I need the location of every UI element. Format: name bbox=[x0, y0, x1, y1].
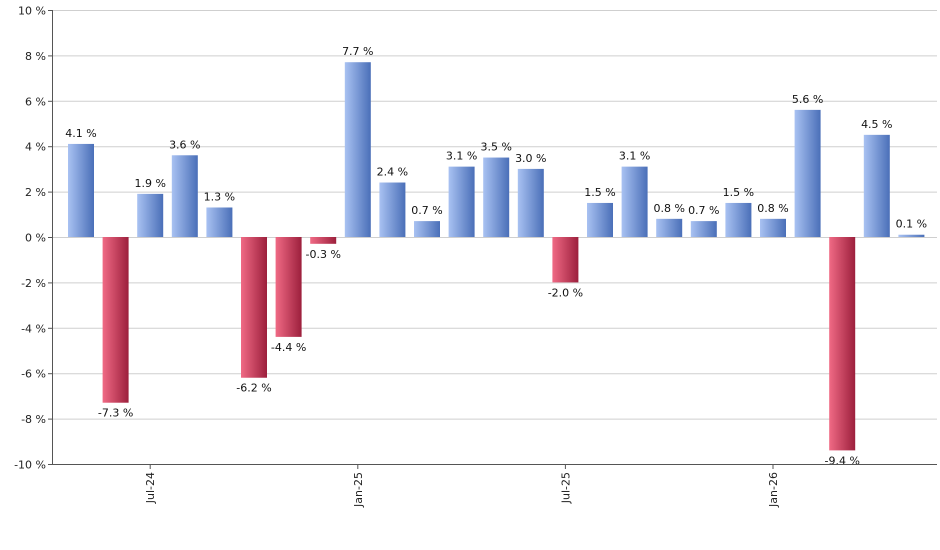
data-label: 1.9 % bbox=[134, 177, 165, 190]
bar bbox=[621, 166, 648, 237]
data-label: 3.0 % bbox=[515, 152, 546, 165]
data-label: 3.1 % bbox=[619, 150, 650, 163]
gridlines bbox=[52, 10, 937, 465]
data-label: 4.5 % bbox=[861, 118, 892, 131]
y-tick-label: 0 % bbox=[25, 232, 46, 245]
bar bbox=[448, 166, 475, 237]
bar bbox=[829, 237, 856, 451]
bar bbox=[898, 234, 925, 237]
data-label: 1.5 % bbox=[723, 186, 754, 199]
x-tick-label: Jul-24 bbox=[144, 472, 157, 504]
data-label: -0.3 % bbox=[305, 248, 340, 261]
axes: 10 % 8 % 6 % 4 % 2 % 0 % -2 % -4 % -6 % -8 % -10 %… bbox=[14, 5, 937, 508]
data-label: 0.1 % bbox=[896, 218, 927, 231]
bar bbox=[379, 182, 406, 237]
bar bbox=[656, 218, 683, 237]
bar bbox=[690, 221, 717, 237]
bar bbox=[206, 207, 233, 237]
bar bbox=[517, 168, 544, 237]
data-label: -6.2 % bbox=[236, 382, 271, 395]
x-tick-label: Jul-25 bbox=[559, 472, 572, 504]
bar bbox=[587, 202, 613, 237]
bar bbox=[760, 218, 786, 237]
bar bbox=[171, 155, 198, 237]
data-label: 2.4 % bbox=[377, 166, 408, 179]
bar bbox=[344, 62, 371, 238]
data-label: 1.3 % bbox=[204, 190, 235, 203]
data-label: -4.4 % bbox=[271, 341, 306, 354]
y-tick-label: 6 % bbox=[25, 95, 46, 108]
data-label: 0.7 % bbox=[688, 204, 719, 217]
bar bbox=[483, 157, 510, 237]
bars bbox=[68, 62, 925, 451]
data-label: 4.1 % bbox=[65, 127, 96, 140]
y-tick-label: 10 % bbox=[18, 5, 46, 18]
data-label: -7.3 % bbox=[98, 407, 133, 420]
bar bbox=[310, 237, 337, 244]
data-label: 5.6 % bbox=[792, 93, 823, 106]
data-label: -2.0 % bbox=[548, 286, 583, 299]
bar bbox=[863, 134, 890, 237]
y-tick-label: 8 % bbox=[25, 50, 46, 63]
data-labels: 4.1 % -7.3 % 1.9 % 3.6 % 1.3 % -6.2 % -4.4 % -0… bbox=[65, 45, 927, 467]
data-label: 0.8 % bbox=[653, 202, 684, 215]
data-label: 0.7 % bbox=[411, 204, 442, 217]
bar bbox=[725, 202, 752, 237]
bar bbox=[552, 237, 579, 283]
bar bbox=[794, 109, 821, 237]
y-tick-label: 2 % bbox=[25, 186, 46, 199]
y-tick-label: -4 % bbox=[21, 322, 46, 335]
data-label: 7.7 % bbox=[342, 45, 373, 58]
x-tick-label: Jan-26 bbox=[767, 472, 780, 508]
data-label: 3.5 % bbox=[480, 141, 511, 154]
data-label: 1.5 % bbox=[584, 186, 615, 199]
bar bbox=[137, 193, 164, 237]
data-label: 0.8 % bbox=[757, 202, 788, 215]
bar bbox=[414, 221, 440, 237]
y-tick-label: -10 % bbox=[14, 459, 46, 472]
bar bbox=[241, 237, 267, 378]
data-label: 3.6 % bbox=[169, 138, 200, 151]
bar bbox=[102, 237, 129, 403]
bar bbox=[275, 237, 302, 337]
y-tick-label: 4 % bbox=[25, 141, 46, 154]
y-tick-label: -6 % bbox=[21, 368, 46, 381]
x-tick-label: Jan-25 bbox=[352, 472, 365, 508]
data-label: -9.4 % bbox=[824, 454, 859, 467]
y-tick-label: -2 % bbox=[21, 277, 46, 290]
y-tick-label: -8 % bbox=[21, 413, 46, 426]
bar bbox=[68, 143, 94, 237]
data-label: 3.1 % bbox=[446, 150, 477, 163]
